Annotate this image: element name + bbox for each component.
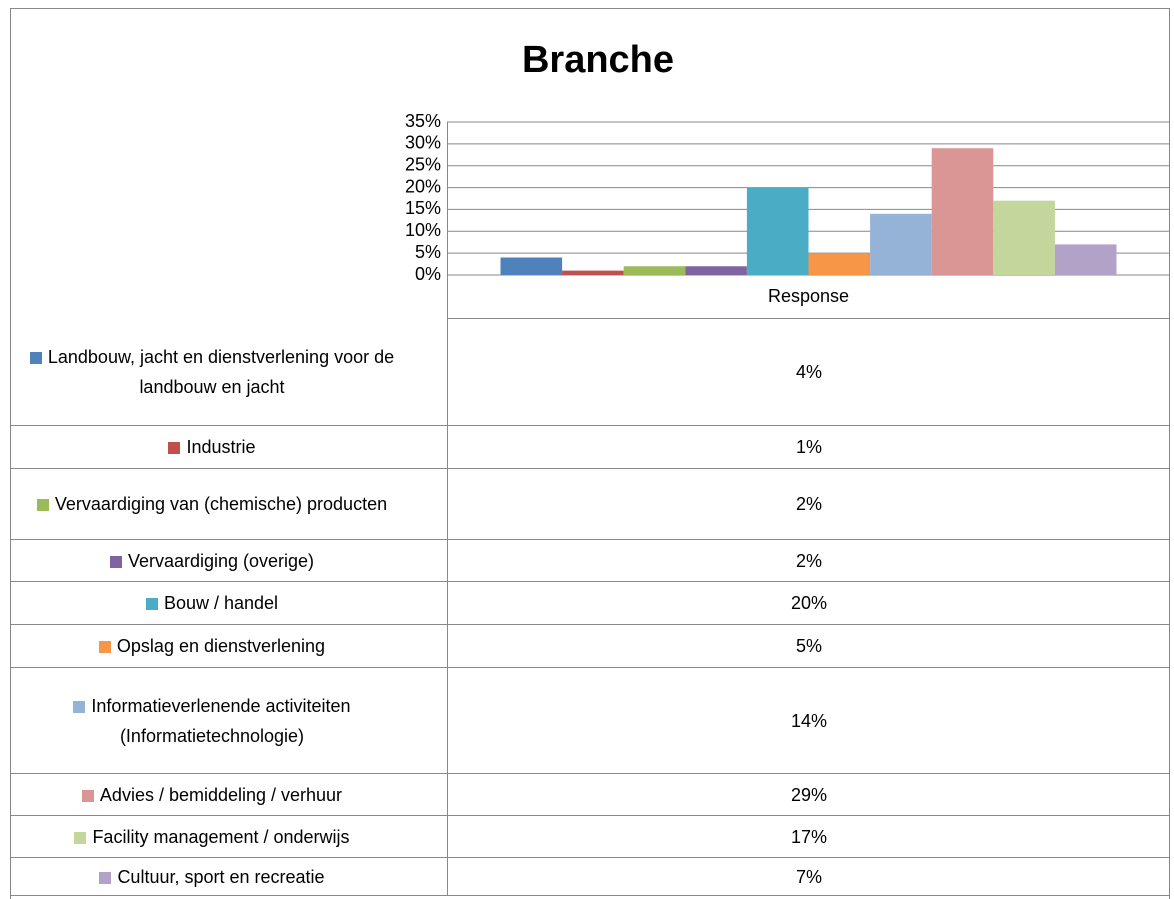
bar [623,266,686,275]
table-value: 1% [448,426,1170,469]
bar [1054,244,1117,275]
legend-entry: Advies / bemiddeling / verhuur [81,780,343,810]
legend-key [36,499,49,512]
y-tick-label: 10% [405,220,441,240]
y-tick-label: 35% [405,111,441,131]
legend-label: Landbouw, jacht en dienstverlening voor … [47,346,395,397]
legend-entry: Informatieverlenende activiteiten (Infor… [17,691,407,751]
table-value: 2% [448,469,1170,540]
table-value: 17% [448,816,1170,858]
table-value: 14% [448,668,1170,774]
legend-key [99,871,112,884]
legend-label: Vervaardiging (overige) [127,550,315,571]
table-row-label: Vervaardiging van (chemische) producten [11,469,447,540]
table-row-label: Advies / bemiddeling / verhuur [11,774,447,816]
legend-key [29,351,42,364]
table-row-label: Vervaardiging (overige) [11,540,447,582]
bar [500,257,563,275]
table-value: 29% [448,774,1170,816]
y-tick-label: 20% [405,176,441,196]
table-row-label: Industrie [11,426,447,469]
legend-label: Industrie [186,437,256,457]
legend-entry: Vervaardiging (overige) [109,546,315,576]
legend-key [73,700,86,713]
bar [685,266,747,275]
bar [931,148,994,275]
table-row-label: Bouw / handel [11,582,447,625]
legend-key [81,789,94,802]
table-value: 5% [448,625,1170,668]
legend-key [145,598,158,611]
table-value: 7% [448,858,1170,896]
legend-entry: Cultuur, sport en recreatie [99,862,325,892]
legend-key [109,555,122,568]
legend-label: Facility management / onderwijs [92,826,350,847]
legend-label: Cultuur, sport en recreatie [117,866,325,887]
chart-title: Branche [522,39,674,81]
bar [808,253,871,275]
y-tick-label: 0% [415,264,441,284]
legend-entry: Vervaardiging van (chemische) producten [36,489,388,519]
y-tick-label: 25% [405,154,441,174]
legend-label: Bouw / handel [163,593,279,613]
y-tick-label: 30% [405,133,441,153]
y-tick-label: 15% [405,198,441,218]
table-header: Response [447,275,1170,319]
table-value: 2% [448,540,1170,582]
table-value: 20% [448,582,1170,625]
legend-entry: Landbouw, jacht en dienstverlening voor … [17,342,407,402]
table-value: 4% [448,318,1170,426]
legend-label: Vervaardiging van (chemische) producten [54,494,388,514]
bar [562,270,624,275]
legend-label: Opslag en dienstverlening [116,636,326,656]
legend-label: Advies / bemiddeling / verhuur [99,784,343,805]
legend-label: Informatieverlenende activiteiten (Infor… [91,695,351,746]
y-tick-label: 5% [415,242,441,262]
table-row-label: Opslag en dienstverlening [11,625,447,668]
table-row-label: Cultuur, sport en recreatie [11,858,447,896]
legend-entry: Opslag en dienstverlening [98,631,326,661]
bar [746,187,809,275]
legend-entry: Industrie [168,432,256,462]
table-row-label: Informatieverlenende activiteiten (Infor… [11,668,447,774]
bar [993,200,1055,275]
table-row-label: Landbouw, jacht en dienstverlening voor … [11,318,447,426]
table-row-label: Facility management / onderwijs [11,816,447,858]
legend-key [168,442,181,455]
legend-entry: Facility management / onderwijs [74,822,350,852]
bar [870,213,932,275]
legend-entry: Bouw / handel [145,588,279,618]
chart-border [10,8,1170,899]
legend-key [98,641,111,654]
legend-key [74,831,87,844]
